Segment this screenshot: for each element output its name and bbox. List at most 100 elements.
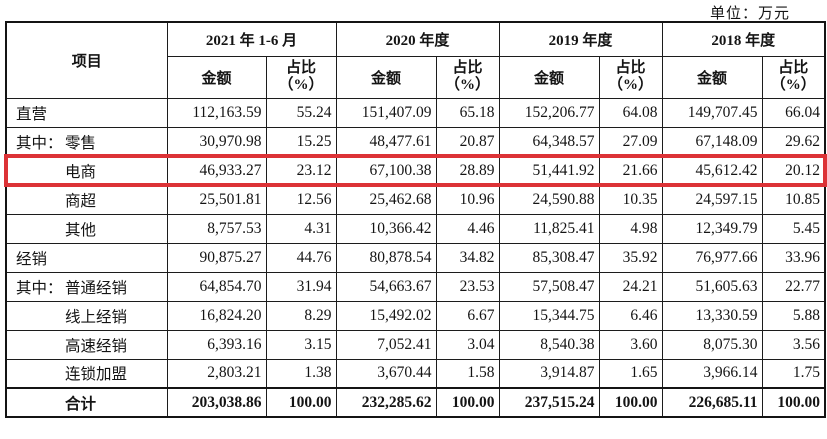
amount-cell: 90,875.27 (166, 242, 267, 273)
ratio-cell: 27.09 (598, 126, 663, 157)
row-label: 其中： 普通经销 (5, 271, 168, 302)
ratio-cell: 12.56 (265, 184, 337, 215)
row-label-prefix: 其中： (16, 279, 63, 297)
amount-cell: 64,348.57 (498, 126, 600, 157)
row-label-text: 直营 (16, 105, 48, 123)
ratio-cell: 20.12 (761, 155, 826, 186)
period-header-row: 项目 2021 年 1-6 月 2020 年度 2019 年度 2018 年度 (5, 21, 826, 99)
amount-cell: 24,590.88 (498, 184, 600, 215)
amount-cell: 10,366.42 (335, 213, 437, 244)
row-label: 合计 (5, 387, 168, 418)
amount-cell: 6,393.16 (166, 329, 267, 360)
row-label-prefix: 其中： (16, 134, 63, 152)
ratio-cell: 3.04 (435, 329, 500, 360)
row-label-text: 电商 (65, 163, 97, 181)
amount-cell: 76,977.66 (661, 242, 763, 273)
highlighted-table-row: 电商 46,933.27 23.12 67,100.38 28.89 51,441.92 2… (4, 154, 827, 187)
amount-cell: 151,407.09 (335, 97, 437, 128)
amount-cell: 25,462.68 (335, 184, 437, 215)
ratio-cell: 31.94 (265, 271, 337, 302)
row-label-text: 线上经销 (65, 308, 128, 326)
ratio-cell: 4.31 (265, 213, 337, 244)
ratio-cell: 66.04 (761, 97, 826, 128)
row-label-text: 普通经销 (65, 279, 128, 297)
table-header: 项目 2021 年 1-6 月 2020 年度 2019 年度 2018 年度 … (5, 21, 826, 99)
ratio-cell: 23.53 (435, 271, 500, 302)
amount-cell: 8,540.38 (498, 329, 600, 360)
ratio-cell: 100.00 (435, 387, 500, 418)
amount-cell: 51,605.63 (661, 271, 763, 302)
ratio-cell: 4.46 (435, 213, 500, 244)
table-row: 高速经销 6,393.16 3.15 7,052.41 3.04 8,540.38 3.60… (5, 329, 826, 360)
row-label: 其他 (5, 213, 168, 244)
ratio-cell: 20.87 (435, 126, 500, 157)
ratio-header-2021: 占比 （%） (265, 55, 337, 99)
ratio-cell: 35.92 (598, 242, 663, 273)
ratio-cell: 4.98 (598, 213, 663, 244)
amount-cell: 45,612.42 (661, 155, 763, 186)
row-label-text: 经销 (16, 250, 48, 268)
table-row: 合计 203,038.86 100.00 232,285.62 100.00 237,51… (5, 387, 826, 418)
amount-cell: 15,492.02 (335, 300, 437, 331)
amount-cell: 24,597.15 (661, 184, 763, 215)
amount-header-2021: 金额 (166, 55, 267, 99)
ratio-header-2020: 占比 （%） (435, 55, 500, 99)
amount-header-2020: 金额 (335, 55, 437, 99)
ratio-cell: 44.76 (265, 242, 337, 273)
amount-cell: 54,663.67 (335, 271, 437, 302)
ratio-cell: 24.21 (598, 271, 663, 302)
amount-header-2019: 金额 (498, 55, 600, 99)
amount-cell: 11,825.41 (498, 213, 600, 244)
amount-header-2018: 金额 (661, 55, 763, 99)
ratio-header-2018: 占比 （%） (761, 55, 826, 99)
ratio-cell: 100.00 (761, 387, 826, 418)
ratio-cell: 55.24 (265, 97, 337, 128)
row-label-text: 合计 (65, 395, 97, 413)
ratio-cell: 10.96 (435, 184, 500, 215)
amount-cell: 13,330.59 (661, 300, 763, 331)
amount-cell: 25,501.81 (166, 184, 267, 215)
ratio-cell: 15.25 (265, 126, 337, 157)
row-label-text: 商超 (65, 192, 97, 210)
period-header-2018: 2018 年度 (661, 21, 826, 57)
ratio-cell: 33.96 (761, 242, 826, 273)
table-row: 经销 90,875.27 44.76 80,878.54 34.82 85,308.47 3… (5, 242, 826, 273)
ratio-cell: 8.29 (265, 300, 337, 331)
amount-cell: 7,052.41 (335, 329, 437, 360)
ratio-header-2019: 占比 （%） (598, 55, 663, 99)
table-row: 其中： 零售 30,970.98 15.25 48,477.61 20.87 64,348.… (5, 126, 826, 157)
ratio-cell: 10.35 (598, 184, 663, 215)
ratio-cell: 6.46 (598, 300, 663, 331)
row-label-text: 连锁加盟 (65, 366, 128, 384)
ratio-cell: 22.77 (761, 271, 826, 302)
table-row: 线上经销 16,824.20 8.29 15,492.02 6.67 15,344.75 6… (5, 300, 826, 331)
ratio-cell: 28.89 (435, 155, 500, 186)
period-header-2020: 2020 年度 (335, 21, 500, 57)
ratio-cell: 1.58 (435, 358, 500, 389)
amount-cell: 80,878.54 (335, 242, 437, 273)
table-row: 其他 8,757.53 4.31 10,366.42 4.46 11,825.41 4.98… (5, 213, 826, 244)
ratio-cell: 29.62 (761, 126, 826, 157)
amount-cell: 57,508.47 (498, 271, 600, 302)
ratio-cell: 3.60 (598, 329, 663, 360)
row-label: 经销 (5, 242, 168, 273)
row-label-text: 高速经销 (65, 337, 128, 355)
amount-cell: 232,285.62 (335, 387, 437, 418)
ratio-cell: 1.38 (265, 358, 337, 389)
amount-cell: 48,477.61 (335, 126, 437, 157)
ratio-cell: 1.65 (598, 358, 663, 389)
amount-cell: 85,308.47 (498, 242, 600, 273)
amount-cell: 15,344.75 (498, 300, 600, 331)
row-label: 其中： 零售 (5, 126, 168, 157)
row-label: 电商 (5, 155, 168, 186)
row-label-text: 其他 (65, 221, 97, 239)
ratio-cell: 3.15 (265, 329, 337, 360)
amount-cell: 226,685.11 (661, 387, 763, 418)
table-row: 商超 25,501.81 12.56 25,462.68 10.96 24,590.88 1… (5, 184, 826, 215)
period-header-2021: 2021 年 1-6 月 (166, 21, 337, 57)
amount-cell: 8,075.30 (661, 329, 763, 360)
amount-cell: 2,803.21 (166, 358, 267, 389)
row-label: 连锁加盟 (5, 358, 168, 389)
revenue-by-channel-table: 项目 2021 年 1-6 月 2020 年度 2019 年度 2018 年度 … (4, 21, 827, 418)
